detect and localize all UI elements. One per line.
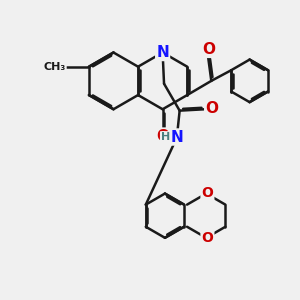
- Text: CH₃: CH₃: [44, 62, 66, 72]
- Text: O: O: [202, 42, 215, 57]
- Text: O: O: [205, 101, 218, 116]
- Text: H: H: [161, 132, 170, 142]
- Text: N: N: [171, 130, 184, 145]
- Text: O: O: [156, 129, 169, 144]
- Text: O: O: [202, 186, 213, 200]
- Text: N: N: [156, 45, 169, 60]
- Text: O: O: [202, 231, 213, 245]
